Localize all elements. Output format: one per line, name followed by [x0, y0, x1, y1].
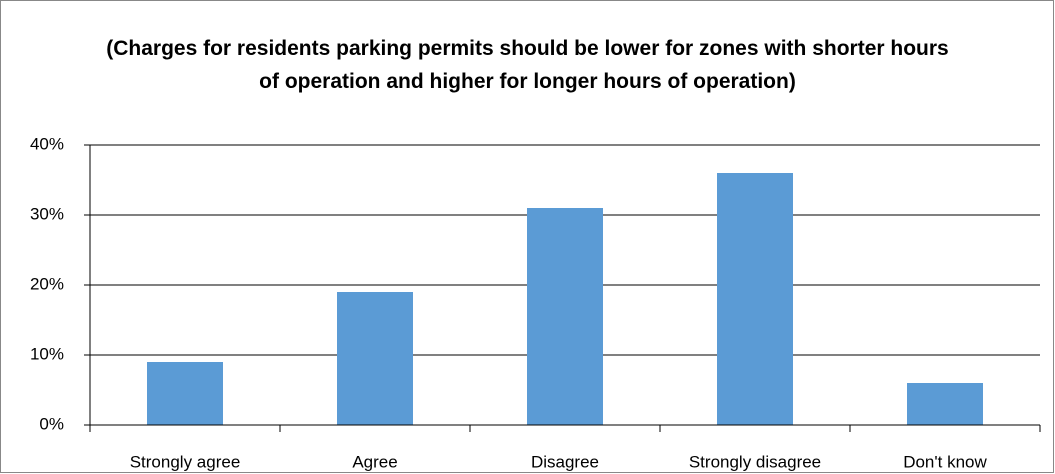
x-tick-label: Strongly disagree: [689, 452, 821, 471]
x-tick-label: Agree: [352, 452, 397, 471]
x-tick-label: Strongly agree: [130, 452, 241, 471]
y-tick-label: 10%: [30, 344, 64, 363]
bar: [907, 383, 983, 425]
x-tick-label: Disagree: [531, 452, 599, 471]
bar: [527, 208, 603, 425]
title-box: (Charges for residents parking permits s…: [0, 32, 1055, 98]
y-tick-label: 20%: [30, 274, 64, 293]
bar: [717, 173, 793, 425]
y-tick-label: 30%: [30, 204, 64, 223]
chart-title: (Charges for residents parking permits s…: [106, 37, 949, 93]
bar: [147, 362, 223, 425]
y-tick-label: 40%: [30, 134, 64, 153]
y-tick-label: 0%: [39, 414, 64, 433]
bar: [337, 292, 413, 425]
x-tick-label: Don't know: [903, 452, 987, 471]
